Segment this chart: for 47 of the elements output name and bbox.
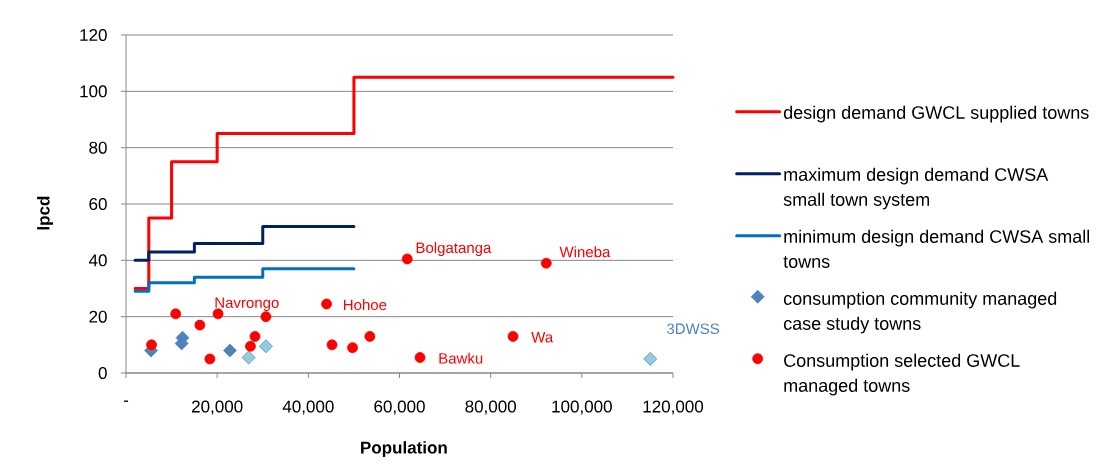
annotation: Navrongo [215,297,279,311]
x-tick-label: 100,000 [552,400,612,415]
legend-label: minimum design demand CWSA small towns [783,229,1090,268]
x-tick-label: 80,000 [465,400,516,415]
point [414,352,426,363]
point [194,319,206,331]
point [507,331,519,342]
annotation: Hohoe [344,299,387,311]
y-tick-label: 40 [88,254,107,267]
point [146,339,157,351]
point [643,352,658,366]
x-tick-label: 120,000 [643,400,704,415]
annotation: Bawku [439,352,483,364]
annotation: Wineba [559,246,611,258]
point [223,343,237,358]
y-tick-label: 100 [80,85,107,98]
x-tick-label: - [123,400,129,402]
point [364,331,376,342]
annotation: Bolgatanga [416,242,492,257]
annotation: Wa [531,332,554,343]
annotation: 3DWSS [666,323,720,335]
x-axis-title: Population [361,441,447,457]
point [245,340,256,352]
y-axis-title: lpcd [37,196,53,230]
y-tick-label: 120 [80,28,107,42]
x-tick-label: 40,000 [282,400,334,415]
point [259,339,273,354]
y-tick-label: 0 [98,366,107,380]
x-tick-label: 20,000 [192,400,243,415]
point [401,253,413,265]
x-tick-label: 60,000 [374,400,425,415]
legend-label: design demand GWCL supplied towns [783,105,1089,123]
point [260,311,272,323]
point [241,350,256,365]
point [540,257,552,269]
y-tick-label: 80 [89,141,107,154]
point [170,308,182,320]
legend-label: consumption community managed case study towns [783,291,1057,334]
point [204,353,216,365]
legend-label: Consumption selected GWCL managed towns [784,353,1020,396]
point [321,298,332,310]
point [347,342,358,354]
point [326,339,338,351]
y-tick-label: 60 [89,197,107,211]
legend-label: maximum design demand CWSA small town system [783,167,1049,210]
point [249,331,261,342]
y-tick-label: 20 [89,310,107,323]
